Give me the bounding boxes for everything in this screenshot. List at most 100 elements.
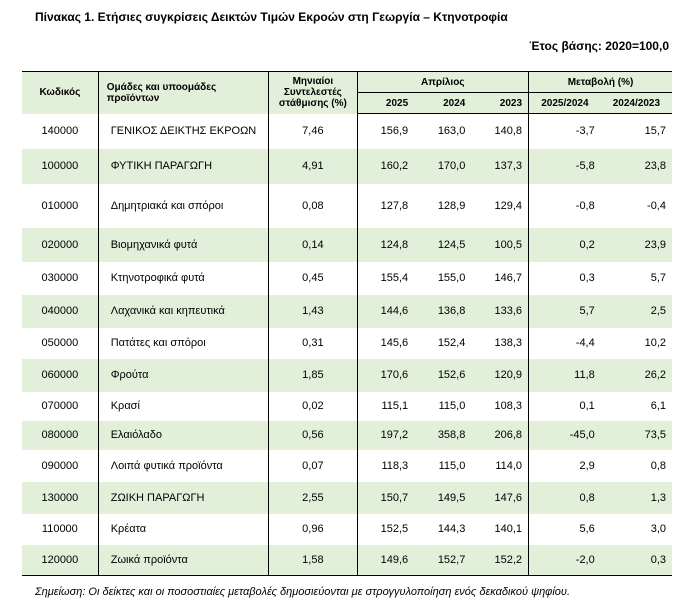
row-name: Λοιπά φυτικά προϊόντα — [97, 449, 269, 482]
table-row: 140000 ΓΕΝΙΚΟΣ ΔΕΙΚΤΗΣ ΕΚΡΟΩΝ 7,46 156,9 163… — [22, 113, 672, 149]
header-group: Ομάδες και υποομάδες προϊόντων — [97, 71, 269, 114]
row-value-2024: 163,0 — [437, 125, 466, 138]
row-value-2025: 115,1 — [356, 391, 415, 421]
row-change-2024-2023: 0,3 — [600, 544, 672, 576]
row-change-2025-2024: 0,8 — [528, 481, 601, 514]
row-name: Ζωικά προϊόντα — [97, 544, 269, 576]
row-change-2025-2024: -4,4 — [528, 327, 601, 359]
row-weight: 0,08 — [268, 183, 357, 228]
row-value-2025: 149,6 — [356, 544, 415, 576]
row-value-2023: 140,8 — [494, 125, 523, 138]
row-weight: 1,85 — [268, 358, 357, 392]
table-row: 030000 Κτηνοτροφικά φυτά 0,45 155,4 155,0 146… — [22, 261, 672, 295]
table-row: 130000 ΖΩΙΚΗ ΠΑΡΑΓΩΓΗ 2,55 150,7 149,5 147,6 0… — [22, 481, 672, 514]
table-row: 080000 Ελαιόλαδο 0,56 197,2 358,8 206,8 -45,0 7… — [22, 420, 672, 450]
row-value-2023: 138,3 — [494, 337, 523, 349]
row-value-2023: 100,5 — [471, 227, 529, 262]
row-code: 110000 — [41, 523, 78, 535]
row-change-2024-2023: 23,9 — [600, 227, 672, 262]
header-change-2025-2024: 2025/2024 — [528, 92, 601, 114]
row-value-2024: 152,4 — [437, 337, 466, 349]
row-value-2024: 149,5 — [414, 481, 472, 514]
row-change-2024-2023: 3,0 — [650, 523, 666, 535]
row-weight: 1,43 — [268, 294, 357, 328]
row-value-2024: 124,5 — [414, 227, 472, 262]
row-change-2024-2023: 73,5 — [600, 420, 672, 450]
row-change-2024-2023: 23,8 — [600, 148, 672, 184]
row-value-2024: 152,7 — [414, 544, 472, 576]
row-change-2025-2024: -2,0 — [528, 544, 601, 576]
table-row: 110000 Κρέατα 0,96 152,5 144,3 140,1 5,6 3,0 — [22, 513, 672, 545]
header-change-2024-2023: 2024/2023 — [600, 92, 672, 114]
row-name: Πατάτες και σπόροι — [97, 327, 269, 359]
row-code: 020000 — [22, 227, 99, 262]
row-weight: 2,55 — [268, 481, 357, 514]
row-value-2024: 115,0 — [438, 459, 466, 472]
row-name: Βιομηχανικά φυτά — [97, 227, 269, 262]
row-value-2024: 170,0 — [414, 148, 472, 184]
row-value-2025: 155,4 — [356, 261, 415, 295]
row-weight: 0,07 — [268, 449, 357, 482]
row-weight: 1,58 — [268, 544, 357, 576]
table-title: Πίνακας 1. Ετήσιες συγκρίσεις Δεικτών Τι… — [35, 10, 508, 24]
row-name: Ελαιόλαδο — [97, 420, 269, 450]
row-change-2024-2023: 26,2 — [600, 358, 672, 392]
header-code: Κωδικός — [22, 71, 99, 114]
row-code: 100000 — [22, 148, 99, 184]
row-value-2023: 137,3 — [471, 148, 529, 184]
row-value-2025: 150,7 — [356, 481, 415, 514]
row-value-2024: 144,3 — [437, 523, 466, 535]
table-body: 140000 ΓΕΝΙΚΟΣ ΔΕΙΚΤΗΣ ΕΚΡΟΩΝ 7,46 156,9 163… — [22, 113, 672, 576]
row-weight: 7,46 — [268, 113, 357, 149]
header-change: Μεταβολή (%) — [528, 71, 672, 93]
row-value-2024: 115,0 — [438, 400, 466, 412]
row-weight: 4,91 — [268, 148, 357, 184]
row-name: Λαχανικά και κηπευτικά — [97, 294, 269, 328]
header-april: Απρίλιος — [356, 71, 529, 93]
row-weight: 0,56 — [268, 420, 357, 450]
row-value-2025: 124,8 — [356, 227, 415, 262]
table-row: 050000 Πατάτες και σπόροι 0,31 145,6 152,4 13… — [22, 327, 672, 359]
row-change-2025-2024: -45,0 — [528, 420, 601, 450]
row-code: 040000 — [22, 294, 99, 328]
header-year-2024: 2024 — [414, 92, 472, 114]
row-change-2025-2024: 5,6 — [528, 513, 601, 545]
row-change-2025-2024: 0,1 — [528, 391, 601, 421]
row-change-2024-2023: 15,7 — [644, 125, 666, 138]
row-name: ΖΩΙΚΗ ΠΑΡΑΓΩΓΗ — [97, 481, 269, 514]
row-change-2024-2023: 1,3 — [600, 481, 672, 514]
table-row: 070000 Κρασί 0,02 115,1 115,0 108,3 0,1 6,1 — [22, 391, 672, 421]
header-weights: Μηνιαίοι Συντελεστές στάθμισης (%) — [268, 71, 357, 114]
table-row: 020000 Βιομηχανικά φυτά 0,14 124,8 124,5 100,… — [22, 227, 672, 262]
row-code: 130000 — [22, 481, 99, 514]
row-value-2025: 118,3 — [356, 449, 415, 482]
row-change-2024-2023: 5,7 — [650, 272, 666, 284]
table-row: 100000 ΦΥΤΙΚΗ ΠΑΡΑΓΩΓΗ 4,91 160,2 170,0 137,3… — [22, 148, 672, 184]
price-index-table: Κωδικός Ομάδες και υποομάδες προϊόντων Μ… — [22, 71, 672, 576]
row-name: Δημητριακά και σπόροι — [97, 183, 269, 228]
row-code: 120000 — [22, 544, 99, 576]
table-row: 060000 Φρούτα 1,85 170,6 152,6 120,9 11,8 26,2 — [22, 358, 672, 392]
row-value-2023: 140,1 — [494, 523, 523, 535]
row-code: 080000 — [22, 420, 99, 450]
row-value-2023: 146,7 — [494, 272, 523, 284]
row-value-2023: 206,8 — [471, 420, 529, 450]
row-value-2025: 156,9 — [356, 113, 415, 149]
row-code: 140000 — [41, 125, 79, 137]
row-weight: 0,02 — [268, 391, 357, 421]
table-row: 090000 Λοιπά φυτικά προϊόντα 0,07 118,3 115,… — [22, 449, 672, 482]
row-value-2025: 145,6 — [356, 327, 415, 359]
row-value-2024: 128,9 — [437, 199, 466, 212]
row-value-2024: 358,8 — [414, 420, 472, 450]
table-row: 120000 Ζωικά προϊόντα 1,58 149,6 152,7 152,2-… — [22, 544, 672, 576]
header-year-2023: 2023 — [471, 92, 529, 114]
header-row-1: Κωδικός Ομάδες και υποομάδες προϊόντων Μ… — [22, 71, 672, 114]
row-value-2023: 152,2 — [471, 544, 529, 576]
row-name: ΦΥΤΙΚΗ ΠΑΡΑΓΩΓΗ — [97, 148, 269, 184]
row-weight: 0,31 — [268, 327, 357, 359]
row-change-2025-2024: -5,8 — [528, 148, 601, 184]
base-year-label: Έτος βάσης: 2020=100,0 — [529, 39, 669, 53]
row-change-2025-2024: -3,7 — [528, 113, 601, 149]
row-value-2023: 129,4 — [494, 199, 523, 212]
